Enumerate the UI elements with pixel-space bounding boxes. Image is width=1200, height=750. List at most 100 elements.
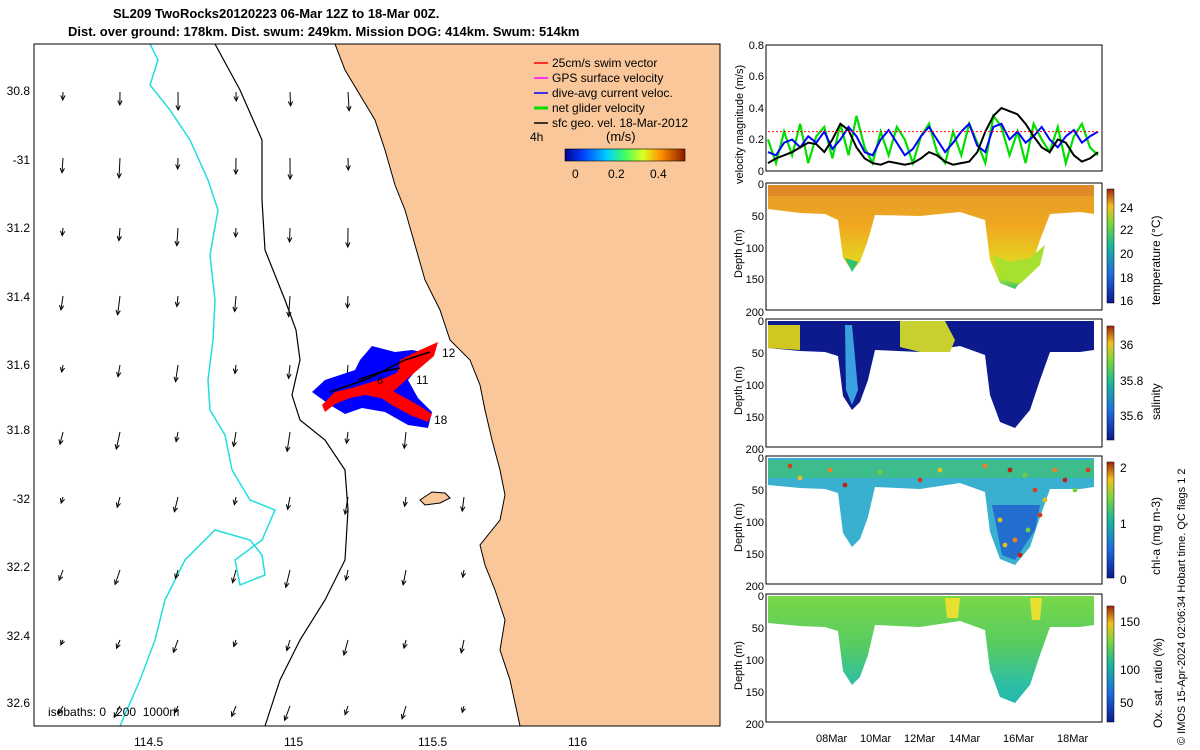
ox-cb-tick: 100 bbox=[1120, 663, 1140, 677]
chl-dot bbox=[1072, 487, 1078, 493]
current-arrow bbox=[344, 496, 349, 515]
ox-colorbar bbox=[1106, 605, 1115, 723]
map-y-axis: 30.8 -31 31.2 31.4 31.6 31.8 -32 32.2 32… bbox=[7, 84, 31, 710]
current-arrow-head bbox=[345, 303, 351, 310]
track-label-11: 11 bbox=[416, 373, 429, 387]
depth-tick: 50 bbox=[752, 623, 764, 635]
current-arrow-head bbox=[346, 105, 352, 112]
current-arrow bbox=[234, 295, 237, 312]
temp-cb-tick: 16 bbox=[1120, 294, 1134, 308]
chl-cb-tick: 0 bbox=[1120, 573, 1127, 587]
chl-cb-tick: 2 bbox=[1120, 461, 1127, 475]
current-arrow-head bbox=[286, 373, 292, 380]
net-track-line bbox=[329, 351, 431, 393]
chl-dot bbox=[1085, 467, 1091, 473]
temperature-deep-band bbox=[993, 245, 1045, 284]
current-arrow bbox=[61, 157, 64, 173]
current-arrow-head bbox=[58, 439, 64, 446]
current-arrow-head bbox=[114, 443, 120, 451]
colorbar-tick-1: 0.2 bbox=[608, 167, 625, 181]
current-arrow bbox=[233, 431, 237, 447]
chl-dot bbox=[937, 467, 943, 473]
track-label-12: 12 bbox=[442, 346, 456, 360]
velocity-series-line bbox=[767, 122, 1099, 157]
current-arrow bbox=[288, 295, 291, 317]
colorbar-tick-2: 0.4 bbox=[650, 167, 667, 181]
current-arrow bbox=[118, 157, 121, 178]
island bbox=[419, 491, 451, 506]
current-arrow-head bbox=[230, 711, 236, 718]
chl-surface-band bbox=[768, 460, 1094, 478]
oxygen-section bbox=[768, 596, 1094, 703]
chl-dot bbox=[1032, 487, 1038, 493]
vel-ytick: 0.8 bbox=[749, 40, 764, 52]
depth-tick: 150 bbox=[746, 687, 764, 699]
current-arrow bbox=[403, 639, 407, 649]
scale-label: 4h bbox=[530, 130, 543, 144]
current-arrow bbox=[346, 431, 349, 444]
current-arrow bbox=[176, 295, 179, 307]
colorbar-tick-0: 0 bbox=[572, 167, 579, 181]
velocity-series-line bbox=[766, 113, 1099, 168]
current-arrow bbox=[347, 91, 350, 111]
current-arrow-head bbox=[233, 232, 239, 239]
sal-colorbar bbox=[1106, 325, 1115, 441]
current-arrow bbox=[113, 705, 121, 718]
oxygen-highs bbox=[945, 598, 1042, 620]
date-tick: 08Mar bbox=[816, 733, 848, 745]
map-ytick: 30.8 bbox=[7, 84, 31, 98]
chl-dot bbox=[982, 463, 988, 469]
current-arrow-head bbox=[113, 712, 119, 719]
current-arrow-head bbox=[233, 169, 239, 176]
temp-cb-tick: 18 bbox=[1120, 271, 1134, 285]
current-arrow bbox=[58, 705, 64, 714]
current-arrow-head bbox=[285, 446, 291, 453]
depth-tick: 0 bbox=[758, 316, 764, 328]
vel-ytick: 0.6 bbox=[749, 71, 764, 83]
chl-dot bbox=[827, 467, 833, 473]
current-arrow bbox=[287, 496, 291, 510]
current-arrow-head bbox=[174, 436, 180, 443]
sal-cb-tick: 35.8 bbox=[1120, 374, 1144, 388]
current-arrow-head bbox=[115, 643, 121, 650]
chl-colorbar bbox=[1106, 461, 1115, 579]
depth-tick: 100 bbox=[746, 517, 764, 529]
sal-cb-tick: 35.6 bbox=[1120, 409, 1144, 423]
chl-dot bbox=[1017, 552, 1023, 558]
current-arrows bbox=[57, 91, 467, 722]
current-arrow-head bbox=[343, 509, 349, 516]
current-arrow bbox=[173, 496, 179, 512]
temp-cb-tick: 24 bbox=[1120, 201, 1134, 215]
legend-geo: sfc geo. vel. 18-Mar-2012 bbox=[552, 116, 688, 130]
depth-tick: 0 bbox=[758, 179, 764, 191]
current-arrow bbox=[286, 431, 291, 452]
current-arrow-head bbox=[174, 707, 180, 714]
chl-dot bbox=[1007, 467, 1013, 473]
current-arrow-head bbox=[287, 174, 293, 181]
vel-ytick: 0.2 bbox=[749, 134, 764, 146]
current-arrow-head bbox=[172, 647, 178, 654]
current-arrow-head bbox=[344, 438, 350, 445]
ox-cb-label: Ox. sat. ratio (%) bbox=[1151, 638, 1165, 728]
current-arrow-head bbox=[117, 100, 123, 107]
chl-dot bbox=[842, 482, 848, 488]
current-arrow-head bbox=[345, 165, 351, 172]
current-arrow bbox=[174, 705, 179, 713]
current-arrow bbox=[118, 227, 121, 241]
current-arrow-head bbox=[283, 715, 289, 722]
depth-tick: 0 bbox=[758, 591, 764, 603]
chl-dot bbox=[917, 477, 923, 483]
map-ytick: -32 bbox=[13, 492, 31, 506]
salinity-high-band-2 bbox=[900, 321, 955, 352]
sal-ylabel: Depth (m) bbox=[733, 366, 745, 415]
isobath-1000m bbox=[119, 44, 276, 726]
swim-vector-blob-2 bbox=[375, 384, 432, 422]
current-arrow-head bbox=[172, 506, 178, 513]
chl-dot bbox=[787, 463, 793, 469]
map-xtick: 115 bbox=[284, 735, 303, 749]
current-arrow bbox=[288, 364, 291, 379]
current-arrow bbox=[286, 639, 291, 651]
chl-dot bbox=[1042, 497, 1048, 503]
depth-tick: 100 bbox=[746, 655, 764, 667]
